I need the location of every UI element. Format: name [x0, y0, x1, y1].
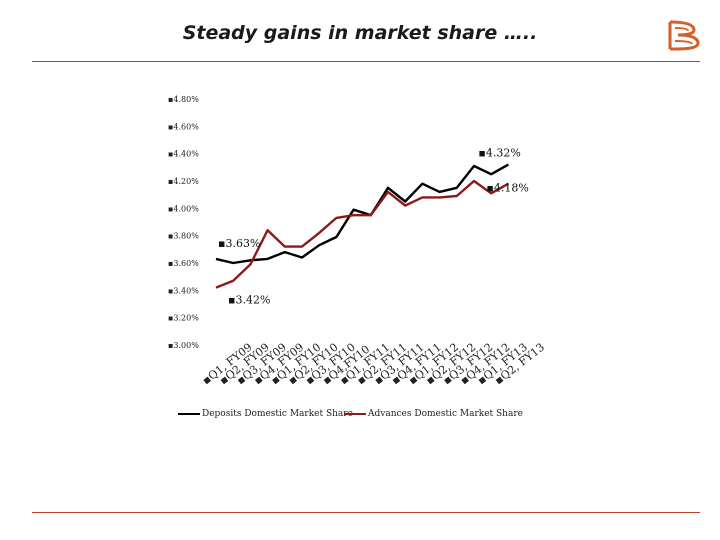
advances-series-line	[215, 179, 509, 289]
footer-divider	[32, 512, 700, 513]
data-label: ▪3.42%	[228, 294, 270, 307]
legend-deposits: Deposits Domestic Market Share	[178, 409, 353, 419]
deposits-series-line	[215, 163, 509, 265]
legend-advances-label: Advances Domestic Market Share	[368, 409, 523, 419]
legend-deposits-swatch	[178, 413, 200, 415]
y-tick-label: ▪4.40%	[168, 150, 199, 159]
y-tick-label: ▪3.60%	[168, 259, 199, 268]
legend-advances: Advances Domestic Market Share	[344, 409, 523, 419]
data-label: ▪4.18%	[486, 182, 528, 195]
legend-deposits-label: Deposits Domestic Market Share	[202, 409, 353, 419]
y-tick-label: ▪3.00%	[168, 341, 199, 350]
y-tick-label: ▪4.00%	[168, 204, 199, 213]
legend-advances-swatch	[344, 413, 366, 415]
slide-title: Steady gains in market share …..	[182, 22, 538, 44]
y-tick-label: ▪4.20%	[168, 177, 199, 186]
y-tick-label: ▪3.40%	[168, 286, 199, 295]
y-tick-label: ▪3.20%	[168, 314, 199, 323]
data-label: ▪3.63%	[218, 237, 260, 250]
y-tick-label: ▪4.60%	[168, 122, 199, 131]
data-label: ▪4.32%	[478, 147, 520, 160]
y-tick-label: ▪4.80%	[168, 95, 199, 104]
header-divider	[32, 61, 700, 62]
y-tick-label: ▪3.80%	[168, 232, 199, 241]
bank-logo-icon	[668, 20, 700, 51]
